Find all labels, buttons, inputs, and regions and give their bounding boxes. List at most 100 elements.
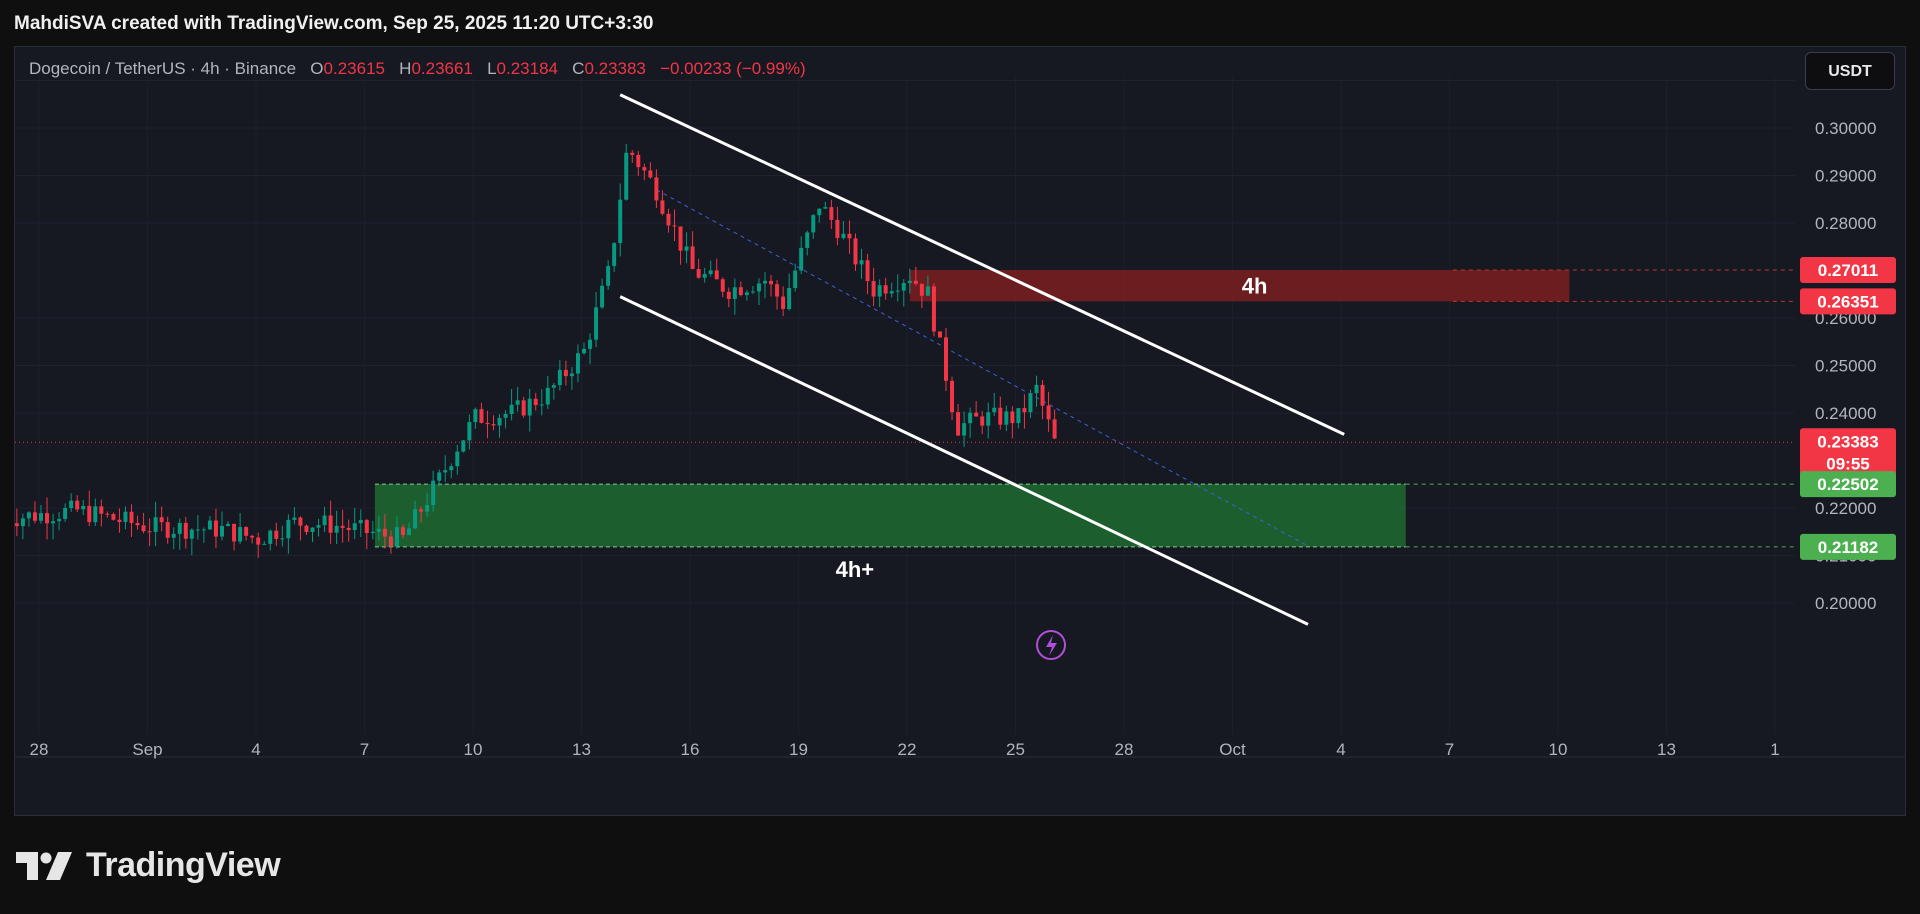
- candle-body: [509, 404, 514, 414]
- candle-body: [45, 513, 50, 524]
- lightning-event-icon[interactable]: [1036, 630, 1066, 660]
- candle-body: [473, 409, 478, 423]
- candle-body: [871, 281, 876, 297]
- price-tag-value: 0.22502: [1817, 475, 1878, 494]
- candle-body: [226, 523, 231, 526]
- candle-body: [937, 331, 942, 338]
- candle-body: [135, 522, 140, 526]
- candle-body: [853, 238, 858, 265]
- candle-body: [503, 413, 508, 418]
- candle-body: [99, 506, 104, 514]
- candle-body: [256, 537, 261, 545]
- channel-midline: [656, 189, 1309, 547]
- change-value: −0.00233 (−0.99%): [660, 59, 806, 78]
- currency-button[interactable]: USDT: [1805, 52, 1895, 90]
- y-tick-label: 0.20000: [1815, 594, 1876, 613]
- candle-body: [401, 527, 405, 536]
- candle-body: [648, 170, 653, 178]
- chart-panel[interactable]: 4h4h+0.310000.300000.290000.280000.26000…: [14, 46, 1906, 816]
- candle-body: [274, 530, 279, 539]
- candle-body: [1046, 405, 1051, 420]
- candle-body: [497, 417, 502, 426]
- candle-body: [811, 215, 816, 233]
- candle-body: [328, 515, 333, 533]
- candle-body: [15, 523, 19, 527]
- candle-body: [177, 522, 182, 534]
- candle-body: [998, 407, 1003, 425]
- candle-body: [889, 291, 894, 294]
- candle-body: [901, 283, 906, 291]
- candle-body: [455, 451, 460, 467]
- candle-body: [111, 514, 116, 520]
- candle-body: [1016, 408, 1021, 424]
- candle-body: [569, 373, 574, 377]
- low-value: 0.23184: [496, 59, 558, 78]
- x-tick-label: 22: [898, 740, 917, 759]
- candle-body: [358, 520, 363, 524]
- price-chart[interactable]: 4h4h+0.310000.300000.290000.280000.26000…: [15, 47, 1905, 815]
- candle-body: [1040, 384, 1045, 406]
- y-tick-label: 0.22000: [1815, 499, 1876, 518]
- channel-upper-line[interactable]: [619, 93, 1345, 436]
- candle-body: [829, 207, 834, 220]
- candle-body: [666, 213, 671, 226]
- candle-body: [207, 520, 212, 530]
- supply-zone: [909, 269, 1570, 302]
- candle-body: [51, 521, 56, 524]
- candle-body: [732, 287, 737, 299]
- x-tick-label: 28: [30, 740, 49, 759]
- candle-body: [618, 199, 623, 244]
- candle-body: [925, 286, 930, 296]
- candle-body: [69, 500, 74, 509]
- author-line: MahdiSVA created with TradingView.com, S…: [0, 0, 1920, 46]
- y-tick-label: 0.25000: [1815, 357, 1876, 376]
- footer: TradingView: [0, 816, 1920, 914]
- price-tag-value: 0.23383: [1817, 432, 1878, 451]
- candle-body: [624, 152, 629, 200]
- channel-lower-line[interactable]: [619, 295, 1309, 626]
- candle-body: [944, 337, 948, 381]
- candle-body: [413, 509, 418, 529]
- candle-body: [310, 527, 315, 532]
- candle-body: [841, 233, 846, 239]
- symbol-legend: Dogecoin / TetherUS · 4h · Binance O0.23…: [29, 59, 806, 79]
- candle-body: [606, 266, 611, 286]
- candle-body: [117, 519, 122, 522]
- candle-body: [1034, 384, 1039, 394]
- candle-body: [39, 513, 43, 521]
- candle-body: [582, 348, 586, 354]
- demand-zone-label: 4h+: [836, 557, 875, 582]
- close-value: 0.23383: [584, 59, 646, 78]
- candle-body: [527, 398, 532, 416]
- candle-body: [425, 505, 430, 512]
- candle-body: [950, 380, 955, 413]
- symbol-name[interactable]: Dogecoin / TetherUS · 4h · Binance: [29, 59, 297, 78]
- tradingview-brand: TradingView: [86, 846, 281, 884]
- candle-body: [931, 286, 936, 332]
- candle-body: [220, 525, 224, 537]
- candle-body: [847, 233, 852, 239]
- candle-body: [859, 260, 864, 265]
- candle-body: [280, 538, 285, 540]
- candle-body: [720, 279, 725, 292]
- candle-body: [26, 512, 31, 519]
- price-tag-value: 0.27011: [1818, 261, 1879, 280]
- candle-body: [895, 290, 900, 292]
- candle-body: [183, 522, 188, 539]
- candle-body: [600, 285, 605, 308]
- candle-body: [298, 517, 303, 526]
- tradingview-logo[interactable]: TradingView: [16, 846, 281, 885]
- candle-body: [322, 515, 327, 526]
- candle-body: [594, 307, 599, 340]
- price-tag-countdown: 09:55: [1826, 454, 1869, 473]
- candle-body: [87, 505, 92, 523]
- candle-body: [913, 280, 918, 284]
- candle-body: [340, 525, 345, 528]
- candle-body: [443, 470, 448, 473]
- candle-body: [835, 219, 840, 239]
- candle-body: [1028, 393, 1033, 413]
- high-label: H: [399, 59, 412, 78]
- candle-body: [364, 520, 369, 534]
- candle-body: [515, 400, 520, 405]
- candle-body: [588, 339, 593, 349]
